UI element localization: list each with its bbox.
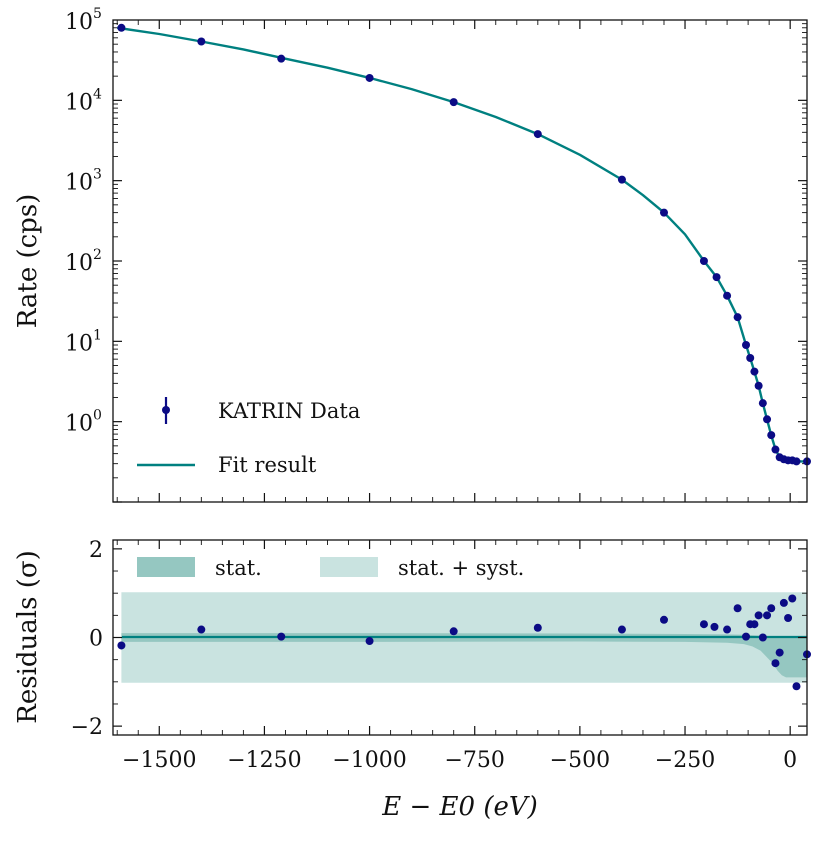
katrin-data-point <box>197 37 206 46</box>
katrin-data-point <box>449 98 458 107</box>
rate-y-tick-label: 105 <box>65 6 102 35</box>
x-tick-label: −1000 <box>332 748 406 773</box>
residual-point <box>659 615 668 624</box>
katrin-data-point <box>754 381 763 390</box>
residual-point <box>365 637 374 646</box>
katrin-data-point <box>746 354 755 363</box>
residual-y-tick-label: 2 <box>89 538 103 563</box>
residual-point <box>775 648 784 657</box>
katrin-data-point <box>758 399 767 408</box>
legend-swatch-stat-syst <box>320 557 378 577</box>
legend-label-stat-syst: stat. + syst. <box>398 556 524 580</box>
rate-y-tick-label: 103 <box>65 167 102 196</box>
katrin-data-point <box>365 73 374 82</box>
tick-base: 10 <box>65 90 93 115</box>
legend-point-icon <box>162 406 170 414</box>
residual-point <box>763 611 772 620</box>
tick-exponent: 0 <box>93 408 102 424</box>
x-tick-label: 0 <box>783 748 797 773</box>
fit-result-line <box>117 26 807 463</box>
rate-y-tick-label: 101 <box>65 327 102 356</box>
x-tick-label: −250 <box>655 748 715 773</box>
residual-points <box>117 594 811 691</box>
residual-point <box>779 598 788 607</box>
rate-axis-ticks <box>113 20 807 503</box>
residual-point <box>617 625 626 634</box>
x-tick-label: −1500 <box>122 748 196 773</box>
residual-point <box>754 611 763 620</box>
tick-base: 10 <box>65 331 93 356</box>
rate-y-axis-title: Rate (cps) <box>13 194 43 329</box>
rate-y-tick-label: 102 <box>65 247 102 276</box>
residual-point <box>758 633 767 642</box>
residual-y-tick-label: −2 <box>71 715 103 740</box>
residual-y-tick-label: 0 <box>89 627 103 652</box>
residual-point <box>733 604 742 613</box>
residuals-panel: −2 0 2 −1500 −1250 −1000 −750 −500 −250 0 Residu… <box>13 538 811 822</box>
katrin-data-point <box>117 23 126 32</box>
katrin-data-point <box>533 130 542 139</box>
residual-point <box>449 627 458 636</box>
tick-exponent: 5 <box>93 6 102 22</box>
katrin-data-point <box>733 313 742 322</box>
residual-y-tick-labels: −2 0 2 <box>71 538 103 740</box>
tick-base: 10 <box>65 412 93 437</box>
x-tick-label: −1250 <box>227 748 301 773</box>
residual-point <box>710 622 719 631</box>
residual-point <box>792 682 801 691</box>
residual-point <box>788 594 797 603</box>
residual-point <box>771 659 780 668</box>
katrin-data-point <box>792 457 801 466</box>
x-axis-title: E − E0 (eV) <box>381 792 538 822</box>
residuals-panel-frame <box>112 539 808 736</box>
katrin-data-point <box>763 415 772 424</box>
rate-series <box>117 23 811 466</box>
residual-point <box>533 623 542 632</box>
katrin-data-point <box>750 367 759 376</box>
tick-exponent: 1 <box>93 327 102 343</box>
rate-legend: KATRIN Data Fit result <box>137 397 360 477</box>
katrin-data-point <box>659 208 668 217</box>
katrin-data-point <box>742 341 751 350</box>
legend-label-fit-result: Fit result <box>218 453 317 477</box>
rate-y-tick-label: 100 <box>65 408 102 437</box>
tick-exponent: 3 <box>93 167 102 183</box>
residual-point <box>750 620 759 629</box>
residual-axis-ticks <box>113 540 807 735</box>
katrin-data-point <box>699 257 708 265</box>
residual-legend: stat. stat. + syst. <box>137 556 524 580</box>
residual-y-axis-title: Residuals (σ) <box>13 550 43 723</box>
katrin-data-point <box>767 431 776 440</box>
tick-base: 10 <box>65 10 93 35</box>
katrin-data-point <box>712 273 721 282</box>
legend-swatch-stat <box>137 557 195 577</box>
residual-point <box>742 632 751 641</box>
x-tick-labels: −1500 −1250 −1000 −750 −500 −250 0 <box>122 748 797 773</box>
residual-point <box>197 625 206 634</box>
legend-label-katrin-data: KATRIN Data <box>218 399 360 423</box>
tick-exponent: 4 <box>93 86 102 102</box>
residual-point <box>784 614 793 622</box>
legend-label-stat: stat. <box>215 556 262 580</box>
residual-point <box>117 641 126 650</box>
tick-base: 10 <box>65 171 93 196</box>
residual-point <box>767 604 776 613</box>
katrin-data-point <box>617 175 626 184</box>
katrin-data-point <box>771 445 780 454</box>
residual-point <box>277 632 286 641</box>
rate-y-tick-label: 104 <box>65 86 102 115</box>
tick-exponent: 2 <box>93 247 102 263</box>
x-tick-label: −500 <box>550 748 610 773</box>
katrin-data-point <box>277 54 286 63</box>
tick-base: 10 <box>65 251 93 276</box>
residual-point <box>699 620 708 629</box>
residual-point <box>723 625 732 634</box>
katrin-data-point <box>723 291 732 300</box>
x-tick-label: −750 <box>445 748 505 773</box>
rate-panel-frame <box>112 19 808 503</box>
